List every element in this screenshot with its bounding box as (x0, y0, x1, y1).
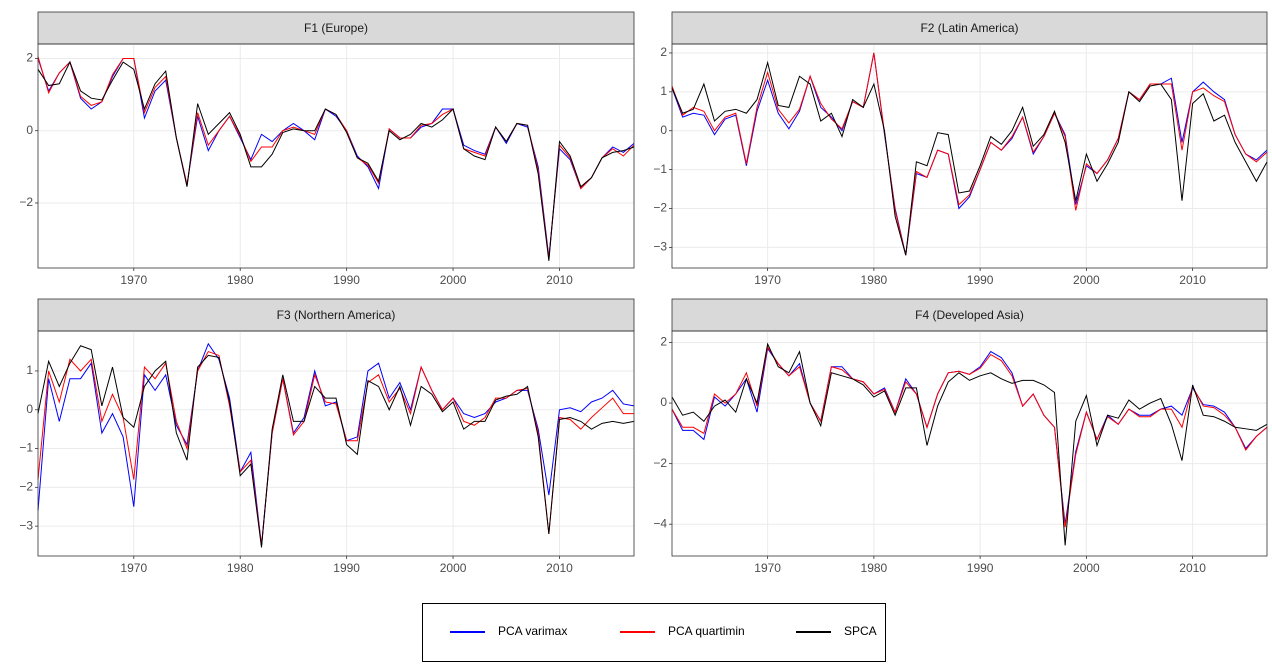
x-tick-label: 2000 (1073, 273, 1100, 287)
panel-background (672, 44, 1267, 268)
x-tick-label: 1990 (967, 273, 994, 287)
y-tick-label: −4 (653, 516, 667, 530)
y-tick-label: −3 (653, 240, 667, 254)
y-tick-label: −1 (19, 441, 33, 455)
strip-background (37, 11, 635, 45)
y-tick-label: −2 (19, 480, 33, 494)
x-tick-label: 2010 (546, 273, 573, 287)
legend-label: PCA varimax (498, 624, 567, 638)
x-tick-label: 1990 (967, 561, 994, 575)
x-tick-label: 1980 (861, 561, 888, 575)
x-tick-label: 2010 (1179, 273, 1206, 287)
legend-label: SPCA (844, 624, 877, 638)
strip-title: F4 (Developed Asia) (915, 308, 1024, 322)
y-tick-label: 0 (660, 395, 667, 409)
panel-background (672, 331, 1267, 556)
series-group: SPCA (671, 342, 1268, 546)
series-group (37, 60, 635, 261)
y-tick-label: −2 (19, 195, 33, 209)
series-line (37, 60, 635, 261)
panel-background (38, 44, 634, 268)
y-tick-label: 1 (26, 363, 33, 377)
x-tick-label: 1970 (754, 561, 781, 575)
strip-title: F3 (Northern America) (277, 308, 396, 322)
series-group: SPCA (671, 60, 1268, 256)
panel-border (671, 43, 1268, 269)
panel-border (37, 330, 635, 557)
strip-background (671, 298, 1268, 332)
series-group: PCA quartimin (671, 52, 1268, 256)
series-line: PCA quartimin (671, 52, 1268, 256)
y-tick-label: 0 (26, 402, 33, 416)
strip-title: F2 (Latin America) (920, 21, 1018, 35)
y-tick-label: 2 (660, 335, 667, 349)
legend-label: PCA quartimin (668, 624, 745, 638)
y-tick-label: −3 (19, 518, 33, 532)
y-tick-label: 0 (26, 123, 33, 137)
series-line: SPCA (671, 342, 1268, 546)
y-tick-label: −1 (653, 162, 667, 176)
x-tick-label: 1970 (120, 561, 147, 575)
series-line: PCA varimax (671, 52, 1268, 256)
strip-background (671, 11, 1268, 45)
strip-background (37, 298, 635, 332)
x-tick-label: 2000 (440, 561, 467, 575)
y-tick-label: −2 (653, 201, 667, 215)
y-tick-label: 2 (660, 45, 667, 59)
x-tick-label: 1990 (333, 273, 360, 287)
x-tick-label: 1990 (333, 561, 360, 575)
x-tick-label: 2010 (1179, 561, 1206, 575)
x-tick-label: 2000 (1073, 561, 1100, 575)
y-tick-label: 0 (660, 123, 667, 137)
x-tick-label: 2000 (440, 273, 467, 287)
x-tick-label: 1970 (120, 273, 147, 287)
x-tick-label: 1970 (754, 273, 781, 287)
series-group: PCA varimax (671, 52, 1268, 256)
x-tick-label: 1980 (227, 561, 254, 575)
series-line: SPCA (671, 60, 1268, 256)
panel-border (37, 43, 635, 269)
strip-title: F1 (Europe) (304, 21, 368, 35)
y-tick-label: 1 (660, 84, 667, 98)
x-tick-label: 1980 (861, 273, 888, 287)
x-tick-label: 1980 (227, 273, 254, 287)
series-group: SPCA (37, 345, 635, 548)
panel-border (671, 330, 1268, 557)
y-tick-label: 2 (26, 51, 33, 65)
x-tick-label: 2010 (546, 561, 573, 575)
series-line: SPCA (37, 345, 635, 548)
y-tick-label: −2 (653, 456, 667, 470)
